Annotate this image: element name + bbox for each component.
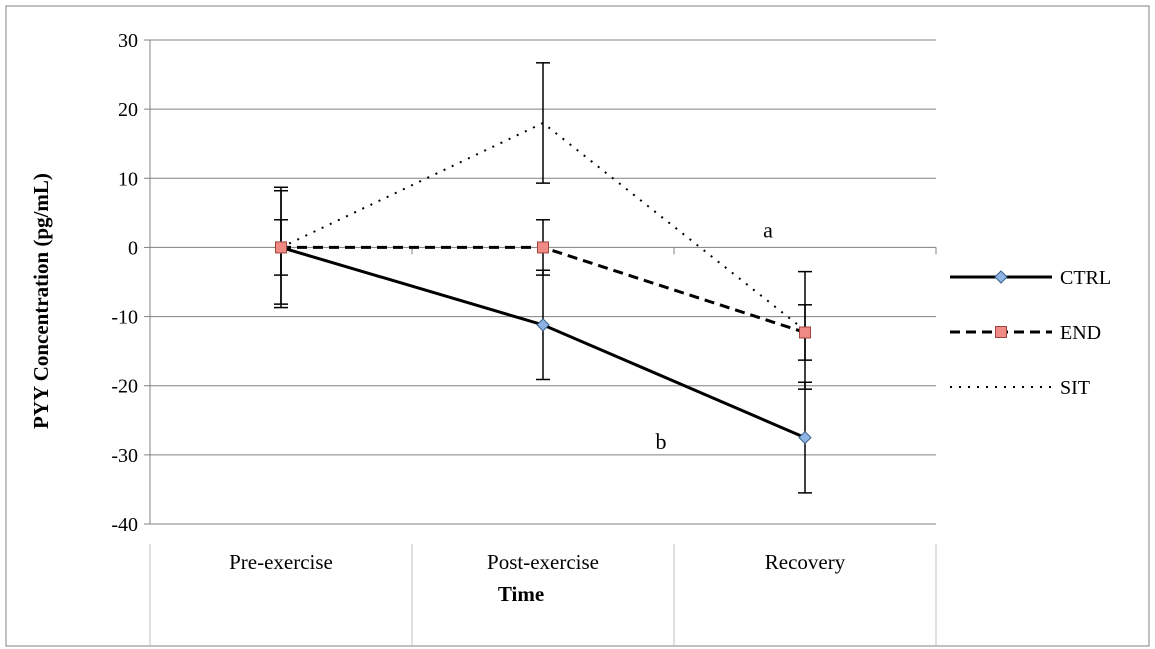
y-tick-label: -30 bbox=[111, 445, 138, 467]
x-category-label: Recovery bbox=[765, 550, 846, 574]
data-point-end bbox=[537, 241, 549, 254]
legend-marker-ctrl bbox=[994, 270, 1008, 284]
legend-label-end: END bbox=[1060, 322, 1101, 344]
data-point-ctrl bbox=[536, 318, 550, 332]
y-tick-label: -10 bbox=[111, 307, 138, 329]
x-category-label: Post-exercise bbox=[487, 550, 599, 574]
x-category-label: Pre-exercise bbox=[229, 550, 333, 574]
y-tick-label: -40 bbox=[111, 514, 138, 536]
y-axis-title: PYY Concentration (pg/mL) bbox=[29, 173, 53, 429]
legend-marker-end bbox=[995, 326, 1007, 338]
annotation-label: a bbox=[763, 217, 773, 242]
y-tick-label: 30 bbox=[118, 30, 138, 52]
annotations: ab bbox=[656, 217, 774, 454]
y-axis-ticks: 30 20 10 0 -10 -20 -30 -40 bbox=[111, 30, 138, 536]
x-axis-frame bbox=[149, 544, 937, 645]
legend: CTRL END SIT bbox=[950, 267, 1111, 399]
annotation-label: b bbox=[656, 429, 667, 454]
x-axis-title: Time bbox=[498, 582, 544, 606]
series-markers bbox=[274, 240, 812, 445]
y-tick-label: 10 bbox=[118, 168, 138, 190]
data-point-end bbox=[275, 241, 287, 254]
y-tick-label: 0 bbox=[128, 237, 138, 259]
legend-label-ctrl: CTRL bbox=[1060, 267, 1111, 289]
y-tick-label: -20 bbox=[111, 376, 138, 398]
x-axis-categories: Pre-exercise Post-exercise Recovery bbox=[229, 550, 846, 574]
error-bars bbox=[274, 62, 812, 494]
chart-border bbox=[5, 5, 1150, 647]
legend-label-sit: SIT bbox=[1060, 377, 1090, 399]
data-point-end bbox=[799, 326, 811, 339]
data-point-ctrl bbox=[798, 430, 812, 445]
y-tick-label: 20 bbox=[118, 99, 138, 121]
